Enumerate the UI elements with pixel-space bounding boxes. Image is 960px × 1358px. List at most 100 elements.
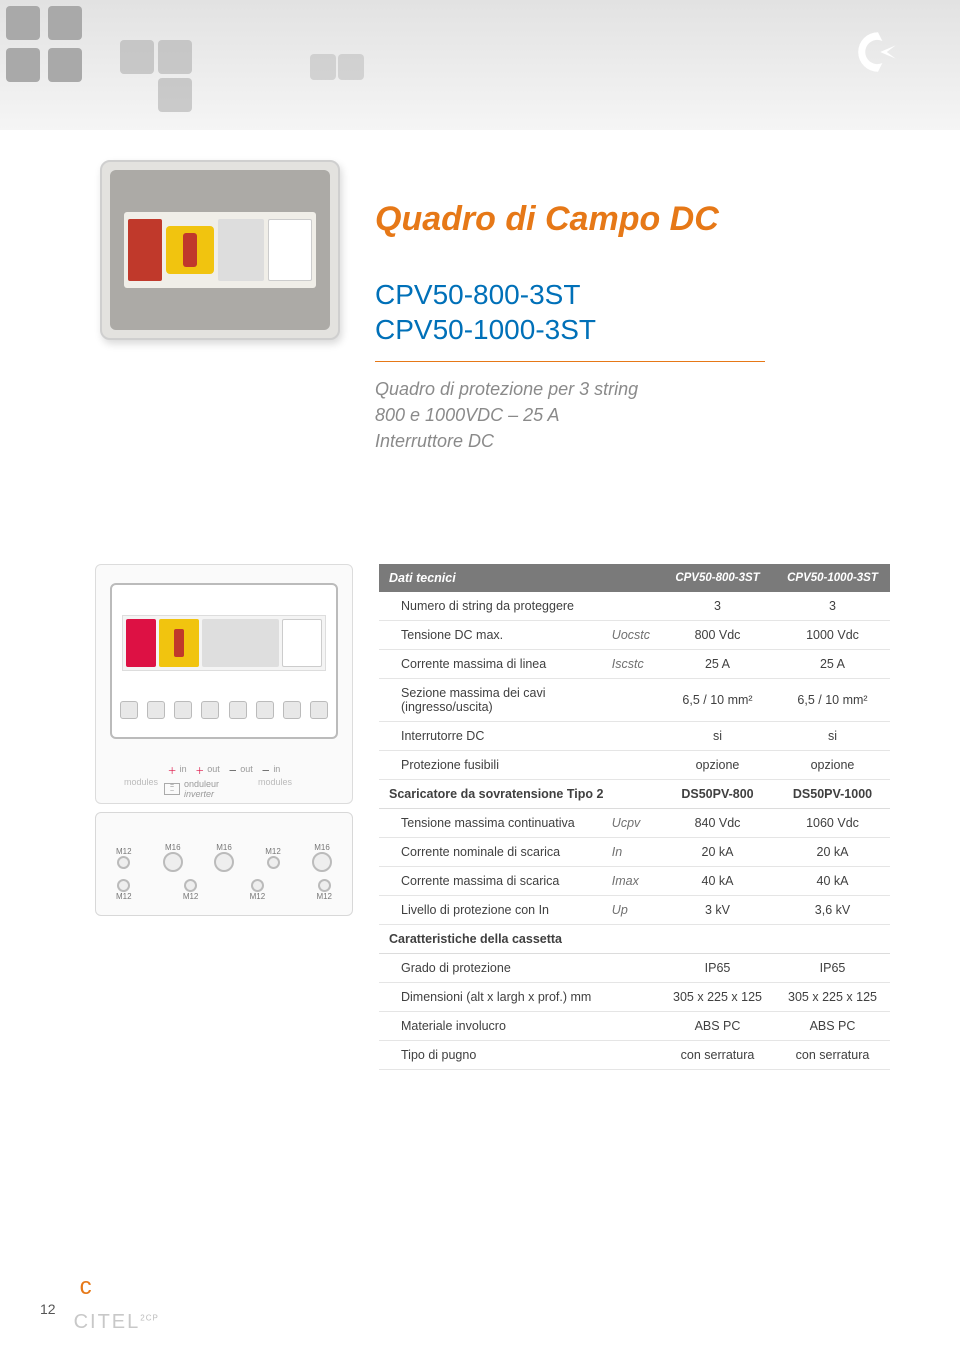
spec-label: Sezione massima dei cavi (ingresso/uscit…	[379, 679, 602, 722]
gland-label: M16	[314, 843, 330, 852]
footer-brand-text: CITEL	[74, 1311, 141, 1333]
spec-label: Numero di string da proteggere	[379, 592, 602, 621]
gland-label: M12	[316, 892, 332, 901]
table-row: Dimensioni (alt x largh x prof.) mm 305 x…	[379, 983, 890, 1012]
spec-label: Tensione DC max.	[379, 621, 602, 650]
spec-label: Corrente massima di linea	[379, 650, 602, 679]
spec-value-2: 6,5 / 10 mm²	[775, 679, 890, 722]
spec-label: Tipo di pugno	[379, 1041, 602, 1070]
spec-value-1: 3	[660, 592, 775, 621]
table-row: Grado di protezioneIP65IP65	[379, 954, 890, 983]
spec-value-2: 305 x 225 x 125	[775, 983, 890, 1012]
gland-label: M16	[216, 843, 232, 852]
schematic-label: inverter	[184, 789, 219, 799]
divider	[375, 361, 765, 362]
subtitle-line: 800 e 1000VDC – 25 A	[375, 402, 890, 428]
schematic-label: out	[240, 764, 253, 777]
spec-value-2: 3	[775, 592, 890, 621]
spec-symbol: Up	[602, 896, 660, 925]
page-number: 12	[40, 1301, 56, 1317]
gland-label: M12	[116, 892, 132, 901]
spec-value-2: 20 kA	[775, 838, 890, 867]
spec-value-1: ABS PC	[660, 1012, 775, 1041]
spec-value-1: si	[660, 722, 775, 751]
spec-label: Corrente massima di scarica	[379, 867, 602, 896]
spec-value-2: 1060 Vdc	[775, 809, 890, 838]
table-row: Numero di string da proteggere 33	[379, 592, 890, 621]
spec-label: Corrente nominale di scarica	[379, 838, 602, 867]
spec-value-2: DS50PV-1000	[775, 780, 890, 809]
spec-value-2: 3,6 kV	[775, 896, 890, 925]
spec-value-1: 25 A	[660, 650, 775, 679]
spec-label: Scaricatore da sovratensione Tipo 2	[379, 780, 660, 809]
spec-value-2: con serratura	[775, 1041, 890, 1070]
spec-symbol: Imax	[602, 867, 660, 896]
spec-symbol: Ucpv	[602, 809, 660, 838]
spec-label: Interrutorre DC	[379, 722, 602, 751]
table-header-col1: CPV50-800-3ST	[660, 564, 775, 592]
spec-symbol	[602, 1012, 660, 1041]
spec-value-1: 800 Vdc	[660, 621, 775, 650]
spec-value-2	[775, 925, 890, 954]
table-row: Materiale involucroABS PCABS PC	[379, 1012, 890, 1041]
spec-value-2: opzione	[775, 751, 890, 780]
spec-value-1: 3 kV	[660, 896, 775, 925]
table-row: Tensione DC max.Uocstc800 Vdc1000 Vdc	[379, 621, 890, 650]
spec-label: Dimensioni (alt x largh x prof.) mm	[379, 983, 602, 1012]
schematic-label: modules	[258, 777, 292, 787]
spec-symbol	[602, 679, 660, 722]
spec-value-1: con serratura	[660, 1041, 775, 1070]
spec-label: Tensione massima continuativa	[379, 809, 602, 838]
table-row: Interrutorre DC sisi	[379, 722, 890, 751]
table-row: Corrente massima di lineaIscstc25 A25 A	[379, 650, 890, 679]
spec-value-1: 20 kA	[660, 838, 775, 867]
gland-label: M12	[265, 847, 281, 856]
spec-value-2: 1000 Vdc	[775, 621, 890, 650]
table-row: Corrente nominale di scaricaIn20 kA20 kA	[379, 838, 890, 867]
table-row: Tensione massima continuativaUcpv840 Vdc…	[379, 809, 890, 838]
table-row: Sezione massima dei cavi (ingresso/uscit…	[379, 679, 890, 722]
spec-label: Livello di protezione con In	[379, 896, 602, 925]
spec-symbol	[602, 592, 660, 621]
spec-label: Protezione fusibili	[379, 751, 602, 780]
spec-value-1: 840 Vdc	[660, 809, 775, 838]
gland-label: M12	[183, 892, 199, 901]
brand-logo-icon	[856, 30, 900, 74]
spec-value-2: si	[775, 722, 890, 751]
table-row: Scaricatore da sovratensione Tipo 2DS50P…	[379, 780, 890, 809]
spec-symbol	[602, 1041, 660, 1070]
spec-symbol	[602, 722, 660, 751]
schematic-label: modules	[124, 777, 158, 787]
table-header-col2: CPV50-1000-3ST	[775, 564, 890, 592]
footer-brand-logo: c CITEL2CP	[74, 1283, 159, 1334]
schematic-label: onduleur	[184, 779, 219, 789]
spec-value-1	[660, 925, 775, 954]
table-row: Protezione fusibili opzioneopzione	[379, 751, 890, 780]
spec-symbol: Uocstc	[602, 621, 660, 650]
spec-symbol	[602, 751, 660, 780]
spec-label: Caratteristiche della cassetta	[379, 925, 660, 954]
enclosure-bottom-view: M12 M16 M16 M12 M16 M12 M12 M12 M12	[95, 812, 353, 916]
gland-label: M16	[165, 843, 181, 852]
table-header-title: Dati tecnici	[379, 564, 660, 592]
subtitle-line: Interruttore DC	[375, 428, 890, 454]
table-row: Livello di protezione con InUp3 kV3,6 kV	[379, 896, 890, 925]
table-row: Tipo di pugno con serraturacon serratura	[379, 1041, 890, 1070]
wiring-schematic: ＋in ＋out －out －in modules modules =~ ond…	[95, 564, 353, 804]
spec-table: Dati tecnici CPV50-800-3ST CPV50-1000-3S…	[379, 564, 890, 1070]
model-number-2: CPV50-1000-3ST	[375, 312, 890, 347]
spec-symbol	[602, 983, 660, 1012]
spec-value-1: 40 kA	[660, 867, 775, 896]
schematic-label: out	[207, 764, 220, 777]
spec-value-1: IP65	[660, 954, 775, 983]
spec-value-2: 25 A	[775, 650, 890, 679]
gland-label: M12	[250, 892, 266, 901]
spec-value-1: opzione	[660, 751, 775, 780]
table-row: Corrente massima di scaricaImax40 kA40 k…	[379, 867, 890, 896]
spec-value-1: DS50PV-800	[660, 780, 775, 809]
spec-value-1: 305 x 225 x 125	[660, 983, 775, 1012]
page-footer: 12 c CITEL2CP	[40, 1283, 159, 1334]
spec-label: Materiale involucro	[379, 1012, 602, 1041]
spec-symbol	[602, 954, 660, 983]
spec-value-1: 6,5 / 10 mm²	[660, 679, 775, 722]
